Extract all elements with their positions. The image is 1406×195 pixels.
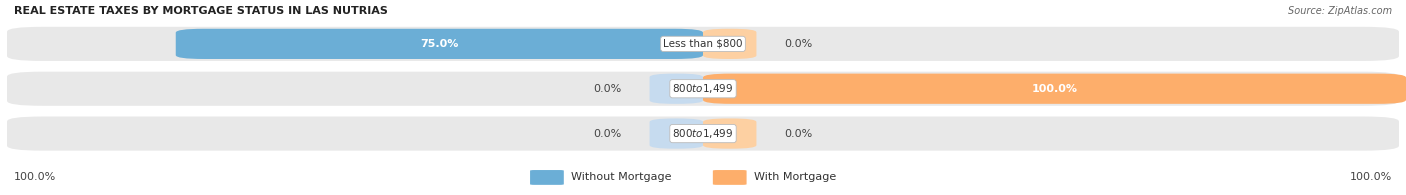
Text: 0.0%: 0.0% [593,129,621,139]
Text: 75.0%: 75.0% [420,39,458,49]
Text: $800 to $1,499: $800 to $1,499 [672,82,734,95]
Text: 0.0%: 0.0% [593,84,621,94]
FancyBboxPatch shape [703,74,1406,104]
Text: Source: ZipAtlas.com: Source: ZipAtlas.com [1288,6,1392,16]
Text: 100.0%: 100.0% [1032,84,1077,94]
FancyBboxPatch shape [7,27,1399,61]
Text: Less than $800: Less than $800 [664,39,742,49]
Text: 100.0%: 100.0% [14,172,56,183]
Text: Without Mortgage: Without Mortgage [571,172,671,183]
Text: $800 to $1,499: $800 to $1,499 [672,127,734,140]
Text: REAL ESTATE TAXES BY MORTGAGE STATUS IN LAS NUTRIAS: REAL ESTATE TAXES BY MORTGAGE STATUS IN … [14,6,388,16]
Text: 0.0%: 0.0% [785,39,813,49]
Text: 100.0%: 100.0% [1350,172,1392,183]
FancyBboxPatch shape [7,117,1399,151]
FancyBboxPatch shape [7,72,1399,106]
FancyBboxPatch shape [650,74,703,104]
FancyBboxPatch shape [530,170,564,185]
FancyBboxPatch shape [650,119,703,149]
FancyBboxPatch shape [176,29,703,59]
Text: With Mortgage: With Mortgage [754,172,835,183]
FancyBboxPatch shape [713,170,747,185]
FancyBboxPatch shape [703,29,756,59]
Text: 0.0%: 0.0% [785,129,813,139]
FancyBboxPatch shape [703,119,756,149]
